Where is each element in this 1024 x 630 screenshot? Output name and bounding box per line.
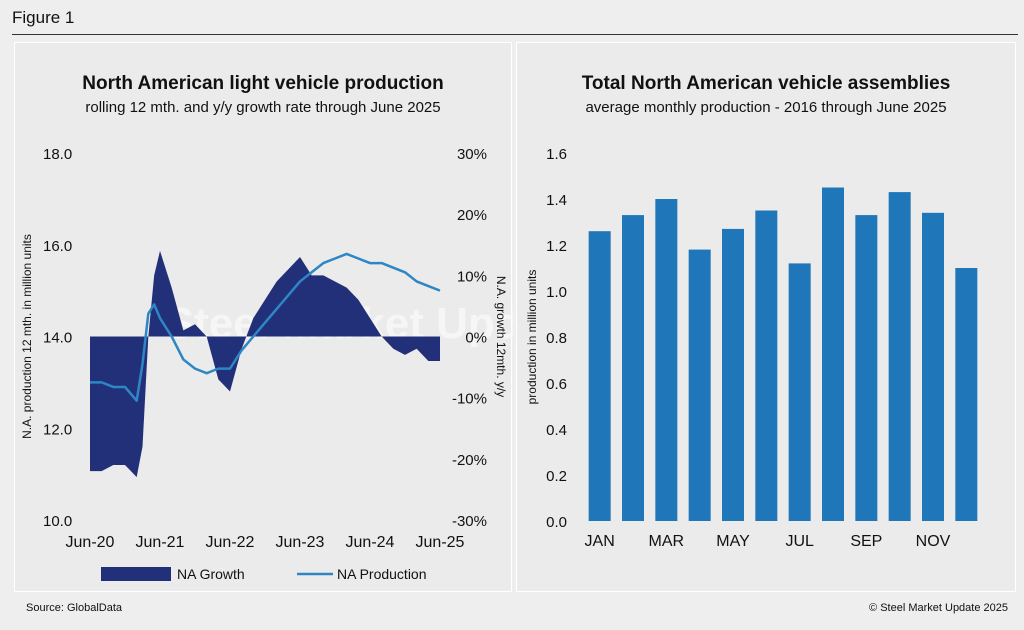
assemblies-chart-subtitle: average monthly production - 2016 throug… bbox=[585, 99, 947, 116]
right-y-tick-label: 0% bbox=[465, 330, 487, 347]
copyright-note: © Steel Market Update 2025 bbox=[869, 602, 1008, 614]
x-tick-label: Jun-21 bbox=[136, 534, 185, 551]
right-y-tick-label: -20% bbox=[452, 452, 487, 469]
bar-oct bbox=[888, 192, 911, 521]
x-tick-label: Jun-23 bbox=[276, 534, 325, 551]
y-tick-label: 1.6 bbox=[546, 146, 567, 163]
production-chart-subtitle: rolling 12 mth. and y/y growth rate thro… bbox=[85, 99, 441, 116]
legend-growth-label: NA Growth bbox=[177, 566, 245, 582]
assemblies-chart-svg: 0.0 0.2 0.4 0.6 0.8 1.0 1.2 1.4 1.6 production in… bbox=[525, 146, 978, 550]
x-tick-label: JAN bbox=[585, 533, 615, 550]
y-tick-label: 0.8 bbox=[546, 330, 567, 347]
bar-feb bbox=[622, 215, 644, 521]
x-tick-label: Jun-24 bbox=[346, 534, 395, 551]
right-y-tick-label: 10% bbox=[457, 268, 487, 285]
right-axis-title: N.A. growth 12mth. y/y bbox=[494, 276, 508, 397]
assemblies-chart-title: Total North American vehicle assemblies bbox=[581, 73, 951, 94]
bar-apr bbox=[688, 249, 711, 521]
source-note: Source: GlobalData bbox=[26, 602, 122, 614]
legend-growth-swatch bbox=[101, 567, 171, 581]
y-axis-title: production in million units bbox=[525, 270, 539, 405]
growth-area bbox=[90, 250, 440, 478]
production-chart-svg: Steel Market Update10.012.014.016.018.0-… bbox=[20, 146, 513, 582]
x-tick-label: NOV bbox=[916, 533, 951, 550]
right-y-tick-label: -30% bbox=[452, 513, 487, 530]
left-axis-title: N.A. production 12 mth. in million units bbox=[20, 234, 34, 439]
x-tick-label: Jun-25 bbox=[416, 534, 465, 551]
figure-label: Figure 1 bbox=[12, 8, 75, 27]
y-tick-label: 0.4 bbox=[546, 422, 567, 439]
left-y-tick-label: 10.0 bbox=[43, 513, 72, 530]
x-tick-label: MAY bbox=[716, 533, 750, 550]
bar-dec bbox=[955, 268, 978, 521]
y-tick-label: 0.6 bbox=[546, 376, 567, 393]
y-tick-label: 1.2 bbox=[546, 238, 567, 255]
bar-aug bbox=[822, 187, 844, 521]
y-tick-label: 0.0 bbox=[546, 514, 567, 531]
bar-sep bbox=[855, 215, 878, 521]
right-y-tick-label: 20% bbox=[457, 207, 487, 224]
bar-jun bbox=[755, 210, 778, 521]
left-y-tick-label: 12.0 bbox=[43, 421, 72, 438]
x-tick-label: JUL bbox=[785, 533, 814, 550]
production-chart-panel: North American light vehicle production … bbox=[14, 42, 513, 592]
left-y-tick-label: 18.0 bbox=[43, 146, 72, 163]
x-tick-label: MAR bbox=[649, 533, 685, 550]
legend-production-label: NA Production bbox=[337, 566, 427, 582]
bar-nov bbox=[922, 212, 944, 522]
x-tick-label: Jun-22 bbox=[206, 534, 255, 551]
left-y-tick-label: 14.0 bbox=[43, 330, 72, 347]
production-line bbox=[90, 252, 441, 402]
bar-jan bbox=[588, 231, 611, 521]
left-y-tick-label: 16.0 bbox=[43, 238, 72, 255]
y-tick-label: 1.4 bbox=[546, 192, 567, 209]
header-divider bbox=[12, 34, 1018, 35]
x-tick-label: Jun-20 bbox=[66, 534, 115, 551]
y-tick-label: 1.0 bbox=[546, 284, 567, 301]
right-y-tick-label: -10% bbox=[452, 391, 487, 408]
bar-mar bbox=[655, 199, 678, 521]
y-tick-label: 0.2 bbox=[546, 468, 567, 485]
assemblies-chart-panel: Total North American vehicle assemblies … bbox=[516, 42, 1016, 592]
production-chart-title: North American light vehicle production bbox=[82, 73, 444, 94]
right-y-tick-label: 30% bbox=[457, 146, 487, 163]
x-tick-label: SEP bbox=[850, 533, 882, 550]
bar-jul bbox=[788, 263, 811, 521]
bar-may bbox=[722, 228, 744, 521]
